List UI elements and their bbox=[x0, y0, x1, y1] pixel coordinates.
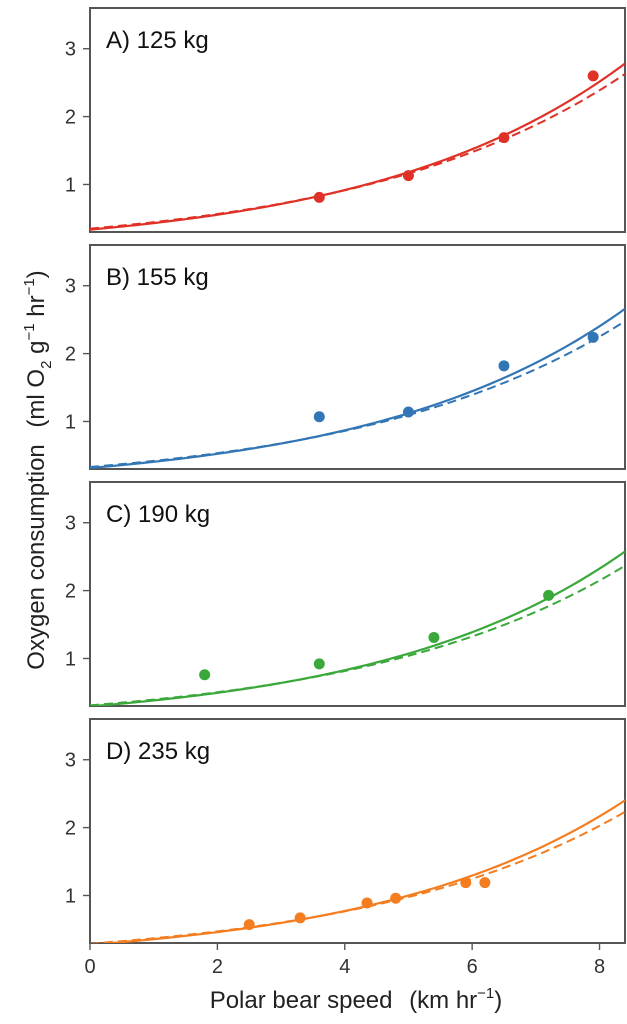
panel-2: 1 2 3 B) 155 kg bbox=[65, 244, 626, 470]
data-point bbox=[479, 877, 491, 889]
data-point bbox=[361, 897, 373, 909]
x-tick-label: 6 bbox=[467, 956, 478, 978]
panel-label: D) 235 kg bbox=[106, 738, 210, 765]
x-axis-title-main: Polar bear speed bbox=[210, 987, 393, 1014]
x-axis-title: Polar bear speed (km hr−1) bbox=[210, 985, 503, 1014]
y-tick-label: 3 bbox=[65, 276, 76, 298]
data-point bbox=[390, 892, 402, 904]
y-tick-label: 1 bbox=[65, 885, 76, 907]
y-tick-label: 1 bbox=[65, 174, 76, 196]
panel-label: B) 155 kg bbox=[106, 264, 209, 291]
y-axis-title-unit-sup1: −1 bbox=[21, 323, 38, 340]
y-axis-title-main: Oxygen consumption bbox=[23, 444, 50, 669]
y-tick-label: 2 bbox=[65, 107, 76, 129]
data-point bbox=[402, 170, 414, 182]
data-point bbox=[498, 132, 510, 144]
y-tick-label: 2 bbox=[65, 344, 76, 366]
y-axis-title-unit-close: ) bbox=[23, 270, 50, 278]
x-tick-label: 4 bbox=[339, 956, 350, 978]
data-point bbox=[294, 912, 306, 924]
y-axis-title: Oxygen consumption (ml O2 g−1 hr−1) bbox=[21, 270, 55, 669]
x-axis: 0 2 4 6 8 bbox=[84, 943, 605, 978]
panel-frame bbox=[89, 718, 626, 944]
panel-3: 1 2 3 C) 190 kg bbox=[65, 481, 626, 707]
data-point bbox=[498, 360, 510, 372]
data-point bbox=[587, 70, 599, 82]
y-axis-title-unit-mid2: hr bbox=[23, 295, 50, 323]
solid-fit-curve bbox=[90, 62, 625, 231]
panel-plot-area bbox=[90, 799, 625, 943]
panel-4: 1 2 3 D) 235 kg bbox=[65, 718, 626, 944]
y-tick-label: 1 bbox=[65, 648, 76, 670]
data-point bbox=[199, 669, 211, 681]
y-tick-label: 2 bbox=[65, 818, 76, 840]
solid-fit-curve bbox=[97, 799, 625, 943]
panel-label: C) 190 kg bbox=[106, 501, 210, 528]
y-tick-label: 2 bbox=[65, 581, 76, 603]
x-axis-title-unit-close: ) bbox=[494, 987, 502, 1014]
data-point bbox=[587, 331, 599, 343]
data-point bbox=[313, 191, 325, 203]
data-point bbox=[313, 411, 325, 423]
x-axis-title-unit-sup: −1 bbox=[477, 985, 494, 1002]
y-tick-label: 3 bbox=[65, 513, 76, 535]
x-tick-label: 8 bbox=[594, 956, 605, 978]
x-tick-label: 2 bbox=[212, 956, 223, 978]
data-point bbox=[243, 919, 255, 931]
solid-fit-curve bbox=[90, 307, 625, 469]
panel-label: A) 125 kg bbox=[106, 27, 209, 54]
panel-plot-area bbox=[90, 307, 625, 469]
y-tick-label: 3 bbox=[65, 750, 76, 772]
y-axis-title-unit-sup2: −1 bbox=[21, 278, 38, 295]
y-axis-title-unit-mid1: g bbox=[23, 341, 50, 361]
panel-plot-area bbox=[90, 62, 625, 231]
data-point bbox=[402, 406, 414, 418]
y-tick-label: 3 bbox=[65, 39, 76, 61]
panels-group: 1 2 3 A) 125 kg 1 2 3 B) 155 kg 1 2 3 C) 190 kg 1 2 3 D… bbox=[65, 7, 626, 944]
solid-fit-curve bbox=[90, 550, 625, 706]
panel-1: 1 2 3 A) 125 kg bbox=[65, 7, 626, 233]
data-point bbox=[428, 631, 440, 643]
y-axis-title-unit-sub: 2 bbox=[38, 361, 55, 369]
data-point bbox=[313, 658, 325, 670]
panel-plot-area bbox=[90, 550, 625, 706]
y-tick-label: 1 bbox=[65, 411, 76, 433]
data-point bbox=[460, 877, 472, 889]
panel-frame bbox=[89, 244, 626, 470]
data-point bbox=[543, 589, 555, 601]
y-axis-title-unit-open: (ml O bbox=[23, 369, 50, 428]
x-axis-title-unit-open: (km hr bbox=[409, 987, 477, 1014]
x-tick-label: 0 bbox=[84, 956, 95, 978]
